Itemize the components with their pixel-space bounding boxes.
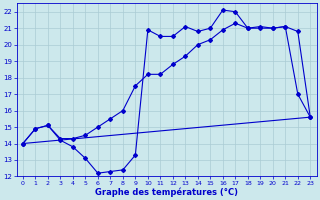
X-axis label: Graphe des températures (°C): Graphe des températures (°C): [95, 187, 238, 197]
